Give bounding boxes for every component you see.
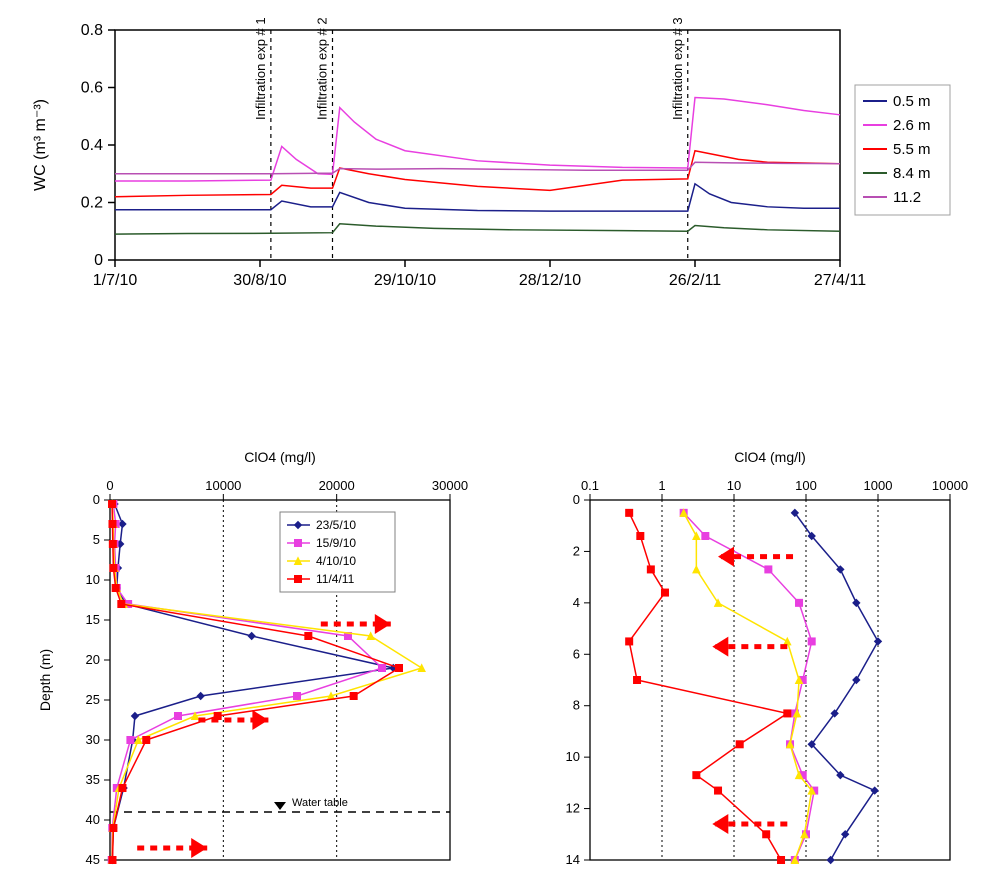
ytick-label: 15	[86, 612, 100, 627]
x-axis-title: ClO4 (mg/l)	[734, 449, 806, 465]
ytick-label: 10	[566, 749, 580, 764]
xtick-label: 0.1	[581, 478, 599, 493]
ytick-label: 40	[86, 812, 100, 827]
y-axis-label: WC (m³ m⁻³)	[32, 99, 49, 191]
ytick-label: 6	[573, 646, 580, 661]
series-line	[684, 513, 812, 860]
series-line	[795, 513, 878, 860]
ytick-label: 0.4	[81, 137, 103, 154]
ytick-label: 0.6	[81, 80, 103, 97]
ytick-label: 8	[573, 698, 580, 713]
xtick-label: 30/8/10	[233, 272, 286, 289]
legend-label: 15/9/10	[316, 536, 356, 550]
ytick-label: 25	[86, 692, 100, 707]
xtick-label: 100	[795, 478, 817, 493]
legend-label: 4/10/10	[316, 554, 356, 568]
xtick-label: 10	[727, 478, 741, 493]
clo4-depth-linear-chart: ClO4 (mg/l) 0 10000 20000 30000 0 5 10 15 20 25 30 3…	[20, 440, 490, 880]
series-line	[115, 184, 840, 211]
legend-label: 11/4/11	[316, 572, 355, 586]
xtick-label: 27/4/11	[814, 272, 866, 289]
xtick-label: 1/7/10	[93, 272, 138, 289]
ytick-label: 10	[86, 572, 100, 587]
ytick-label: 0	[573, 492, 580, 507]
ytick-label: 0	[94, 252, 103, 269]
ytick-label: 5	[93, 532, 100, 547]
ytick-label: 14	[566, 852, 580, 867]
ytick-label: 35	[86, 772, 100, 787]
series-line	[629, 513, 787, 860]
xtick-label: 0	[106, 478, 113, 493]
legend-label: 0.5 m	[893, 93, 931, 110]
y-axis-label: Depth (m)	[37, 649, 53, 711]
ytick-label: 0.8	[81, 22, 103, 39]
xtick-label: 1	[658, 478, 665, 493]
ytick-label: 0	[93, 492, 100, 507]
clo4-depth-log-chart: ClO4 (mg/l) 0.1 1 10 100 1000 10000 0 2 4 6 8 10 12 14	[520, 440, 980, 880]
ytick-label: 2	[573, 543, 580, 558]
x-axis-title: ClO4 (mg/l)	[244, 449, 316, 465]
event-label: Infiltration exp # 2	[315, 17, 330, 120]
series-line	[115, 162, 840, 174]
xtick-label: 29/10/10	[374, 272, 436, 289]
ytick-label: 0.2	[81, 195, 103, 212]
legend-label: 2.6 m	[893, 117, 931, 134]
xtick-label: 28/12/10	[519, 272, 581, 289]
water-table-label: Water table	[292, 797, 348, 809]
ytick-label: 4	[573, 595, 580, 610]
event-label: Infiltration exp # 3	[670, 17, 685, 120]
ytick-label: 30	[86, 732, 100, 747]
xtick-label: 10000	[932, 478, 968, 493]
wc-time-series-chart: 0 0.2 0.4 0.6 0.8 WC (m³ m⁻³) 1/7/10 30/8/10 29/…	[0, 0, 981, 320]
ytick-label: 20	[86, 652, 100, 667]
xtick-label: 26/2/11	[669, 272, 721, 289]
event-label: Infiltration exp # 1	[253, 17, 268, 120]
legend-label: 11.2	[893, 189, 921, 206]
legend-label: 8.4 m	[893, 165, 931, 182]
ytick-label: 45	[86, 852, 100, 867]
xtick-label: 1000	[864, 478, 893, 493]
series-line	[684, 513, 815, 860]
xtick-label: 10000	[205, 478, 241, 493]
xtick-label: 20000	[319, 478, 355, 493]
xtick-label: 30000	[432, 478, 468, 493]
legend-label: 5.5 m	[893, 141, 931, 158]
legend-label: 23/5/10	[316, 518, 356, 532]
ytick-label: 12	[566, 801, 580, 816]
series-line	[115, 224, 840, 234]
